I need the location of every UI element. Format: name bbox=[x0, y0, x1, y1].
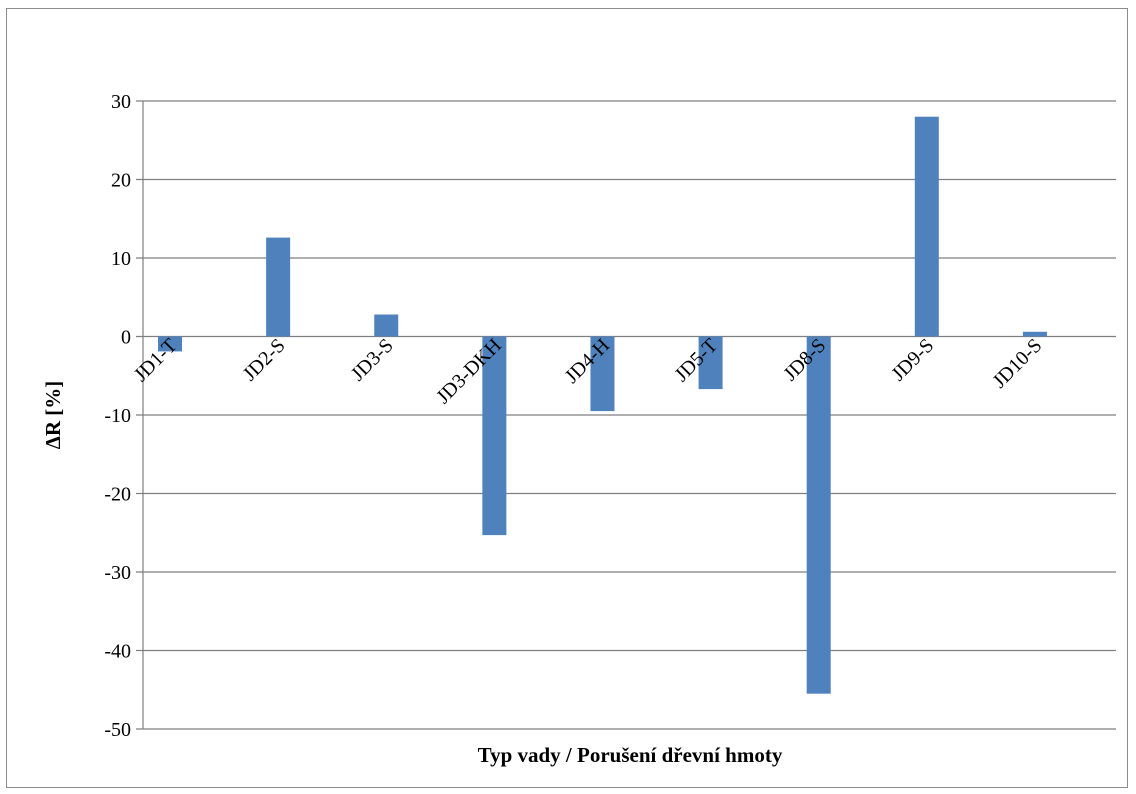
y-axis-title: ΔR [%] bbox=[41, 381, 65, 450]
x-axis-title: Typ vady / Porušení dřevní hmoty bbox=[478, 743, 783, 767]
bars bbox=[158, 116, 1047, 694]
gridlines bbox=[136, 100, 1116, 730]
bar bbox=[914, 116, 939, 337]
y-tick-labels: 30 20 10 0 -10 -20 -30 -40 -50 bbox=[104, 91, 131, 741]
y-tick-label: 10 bbox=[111, 248, 131, 270]
y-tick-label: -40 bbox=[104, 641, 131, 663]
bar bbox=[266, 237, 291, 337]
y-tick-label: -20 bbox=[104, 484, 131, 506]
bar bbox=[806, 336, 831, 694]
bar bbox=[698, 336, 723, 390]
y-tick-label: 20 bbox=[111, 170, 131, 192]
category-label: JD3-S bbox=[347, 334, 398, 385]
chart-frame bbox=[6, 8, 1128, 788]
category-labels: JD1-T JD2-S JD3-S JD3-DKH JD4-H JD5-T JD8-S JD9… bbox=[130, 334, 1047, 408]
category-label: JD2-S bbox=[239, 334, 290, 385]
y-tick-label: -10 bbox=[104, 405, 131, 427]
y-tick-label: -50 bbox=[104, 719, 131, 741]
bar bbox=[374, 314, 399, 337]
y-tick-label: 0 bbox=[121, 327, 131, 349]
y-tick-label: -30 bbox=[104, 562, 131, 584]
y-tick-label: 30 bbox=[111, 91, 131, 113]
category-label: JD9-S bbox=[887, 334, 938, 385]
bar bbox=[1022, 331, 1047, 337]
bar bbox=[158, 336, 183, 352]
category-label: JD10-S bbox=[988, 334, 1046, 392]
bar bbox=[482, 336, 507, 536]
bar bbox=[590, 336, 615, 412]
